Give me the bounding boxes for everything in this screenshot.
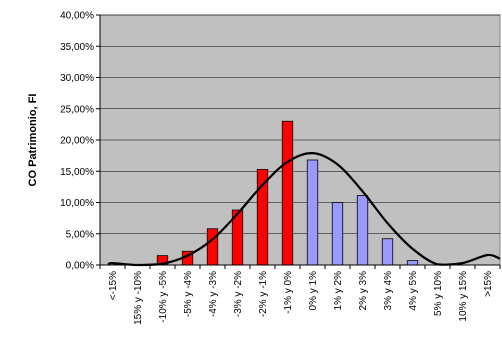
x-tick-label: 3% y 4%: [383, 271, 394, 311]
y-axis-label: CO Patrimonio, FI: [27, 94, 39, 187]
x-tick-label: 0% y 1%: [308, 271, 319, 311]
x-tick-label: 4% y 5%: [408, 271, 419, 311]
bar: [281, 120, 294, 266]
x-tick-label: 2% y 3%: [358, 271, 369, 311]
y-tick-label: 15,00%: [60, 167, 94, 178]
x-tick-label: 10% y 15%: [458, 271, 469, 322]
bar: [306, 159, 319, 266]
gridlines: [100, 14, 500, 235]
bar: [381, 238, 394, 266]
bar: [331, 202, 344, 266]
y-axis: 0,00% 5,00% 10,00% 15,00% 20,00% 25,00% 30,00%…: [60, 11, 101, 272]
x-tick-label: -3% y -2%: [233, 271, 244, 317]
x-tick-label: >15%: [483, 271, 494, 297]
x-tick-label: -2% y -1%: [258, 271, 269, 317]
x-tick-label: 1% y 2%: [333, 271, 344, 311]
x-tick-label: -4% y -3%: [208, 271, 219, 317]
bar: [356, 195, 369, 266]
bar: [406, 260, 419, 266]
bars: [156, 120, 419, 266]
y-tick-label: 35,00%: [60, 42, 94, 53]
x-axis: <-15% 15% y -10% -10% y -5% -5% y -4% -4% y …: [99, 264, 501, 325]
y-tick-label: 30,00%: [60, 73, 94, 84]
y-tick-label: 0,00%: [66, 261, 94, 272]
x-tick-label: -10% y -5%: [158, 271, 169, 323]
x-tick-label: <-15%: [108, 271, 119, 300]
y-tick-label: 10,00%: [60, 198, 94, 209]
bar: [206, 228, 219, 266]
x-tick-label: 5% y 10%: [433, 271, 444, 316]
y-tick-label: 5,00%: [66, 229, 94, 240]
x-tick-label: -5% y -4%: [183, 271, 194, 317]
y-tick-label: 20,00%: [60, 136, 94, 147]
y-tick-label: 40,00%: [60, 11, 94, 22]
y-tick-label: 25,00%: [60, 104, 94, 115]
x-tick-label: -1% y 0%: [283, 271, 294, 314]
x-tick-label: 15% y -10%: [133, 271, 144, 325]
